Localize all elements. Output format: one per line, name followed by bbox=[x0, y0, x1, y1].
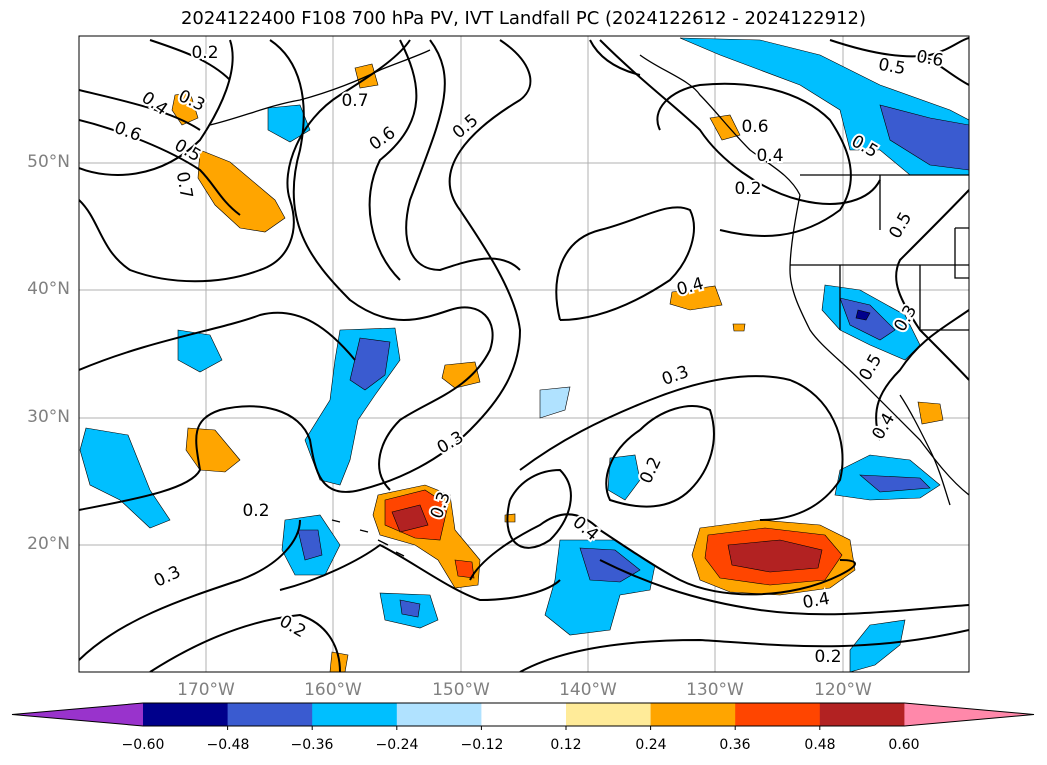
shade-region bbox=[197, 149, 286, 233]
lat-label-40n: 40°N bbox=[27, 279, 70, 299]
map-title: 2024122400 F108 700 hPa PV, IVT Landfall… bbox=[180, 8, 867, 29]
shade-region bbox=[539, 386, 571, 419]
alaska-coast bbox=[209, 49, 431, 126]
colorbar-bin bbox=[566, 703, 652, 726]
contour-label: 0.6 bbox=[741, 117, 768, 137]
colorbar-bin bbox=[227, 703, 313, 726]
negative-anomaly-shading bbox=[79, 37, 969, 672]
colorbar-tick: −0.24 bbox=[375, 737, 419, 753]
colorbar-bin bbox=[143, 703, 229, 726]
map-frame bbox=[78, 35, 970, 673]
colorbar-tick: −0.36 bbox=[290, 737, 334, 753]
colorbar-tick: 0.36 bbox=[719, 737, 751, 753]
contour-label: 0.2 bbox=[734, 179, 761, 199]
shade-region bbox=[171, 91, 199, 126]
state-borders bbox=[790, 174, 969, 331]
contour-label: 0.6 bbox=[915, 47, 945, 71]
lon-label-150w: 150°W bbox=[432, 680, 490, 700]
colorbar-bin bbox=[481, 703, 567, 726]
lon-label-130w: 130°W bbox=[686, 680, 744, 700]
shade-region bbox=[732, 323, 746, 332]
shade-region bbox=[849, 619, 906, 672]
bc-coast bbox=[639, 54, 801, 196]
shade-region bbox=[454, 559, 475, 579]
shade-region bbox=[839, 297, 896, 341]
colorbar-bin bbox=[312, 703, 398, 726]
shade-region bbox=[859, 474, 931, 493]
colorbar-tick: −0.12 bbox=[460, 737, 504, 753]
colorbar-extend-max bbox=[904, 703, 1034, 726]
colorbar-tick: 0.48 bbox=[804, 737, 836, 753]
shade-region bbox=[441, 361, 481, 389]
lon-label-140w: 140°W bbox=[559, 680, 617, 700]
contour-label: 0.2 bbox=[814, 647, 841, 667]
pv-contours bbox=[79, 37, 969, 672]
colorbar-extend-min bbox=[12, 703, 143, 726]
shade-region bbox=[879, 104, 969, 171]
colorbar bbox=[11, 702, 1035, 730]
lon-label-120w: 120°W bbox=[814, 680, 872, 700]
colorbar-tick: 0.12 bbox=[550, 737, 582, 753]
colorbar-tick: −0.48 bbox=[206, 737, 250, 753]
colorbar-tick: −0.60 bbox=[121, 737, 165, 753]
colorbar-bin bbox=[735, 703, 821, 726]
colorbar-bin bbox=[650, 703, 736, 726]
baja-coast bbox=[899, 394, 951, 506]
contour-label: 0.7 bbox=[341, 91, 368, 111]
shade-region bbox=[709, 114, 741, 141]
shade-region bbox=[391, 504, 429, 533]
colorbar-bin bbox=[819, 703, 905, 726]
colorbar-outline bbox=[11, 702, 1035, 727]
shade-region bbox=[349, 337, 391, 391]
shade-region bbox=[917, 401, 944, 425]
colorbar-tick: 0.60 bbox=[888, 737, 920, 753]
coastlines bbox=[209, 49, 969, 557]
lon-label-170w: 170°W bbox=[177, 680, 235, 700]
lat-label-30n: 30°N bbox=[27, 407, 70, 427]
colorbar-bin bbox=[396, 703, 482, 726]
shade-region bbox=[669, 285, 723, 311]
colorbar-tick: 0.24 bbox=[635, 737, 667, 753]
contour-label: 0.2 bbox=[242, 501, 269, 521]
hawaii-islands bbox=[331, 519, 405, 557]
shade-region bbox=[297, 529, 323, 561]
shade-region bbox=[855, 309, 871, 321]
contour-label: 0.2 bbox=[191, 43, 218, 63]
contour-label: 0.4 bbox=[756, 146, 783, 166]
shade-region bbox=[607, 454, 641, 501]
lon-label-160w: 160°W bbox=[304, 680, 362, 700]
shade-region bbox=[177, 329, 223, 373]
lat-label-50n: 50°N bbox=[27, 152, 70, 172]
shade-region bbox=[399, 599, 421, 618]
lat-label-20n: 20°N bbox=[27, 534, 70, 554]
shade-region bbox=[79, 427, 171, 529]
shade-region bbox=[727, 539, 823, 573]
